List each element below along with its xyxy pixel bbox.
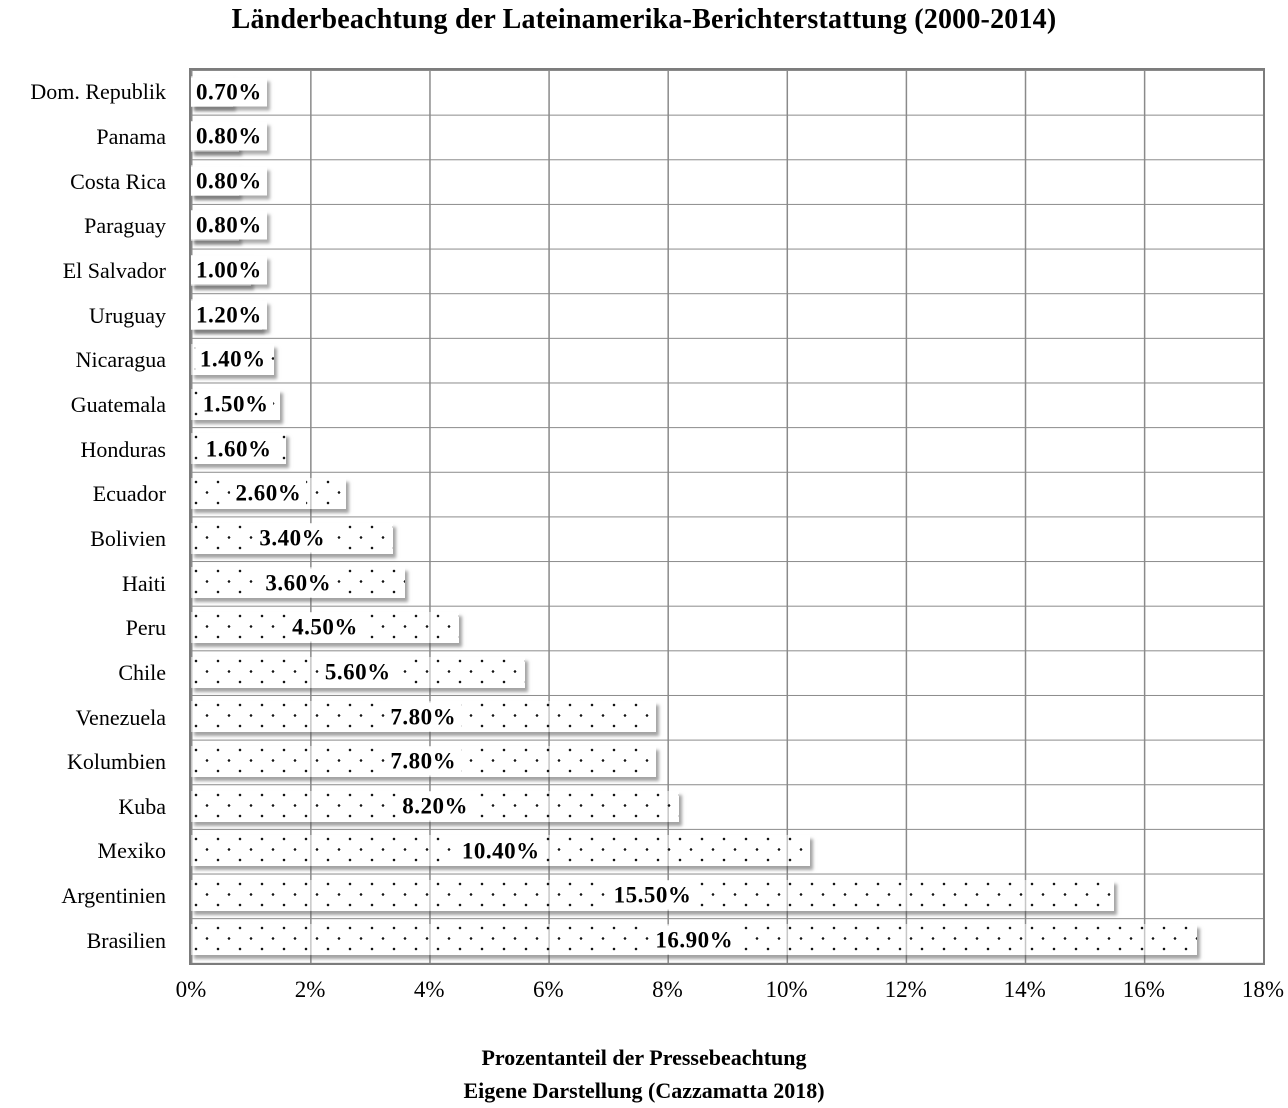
bar: 5.60% (191, 656, 525, 688)
plot-area: 0.70% 0.80% 0.80% 0.80% 1.00% 1.20% 1.40% 1.50%… (189, 68, 1265, 965)
x-tick-label: 8% (652, 977, 683, 1002)
value-label: 1.60% (200, 434, 277, 464)
value-label: 3.40% (254, 523, 331, 553)
category-label: Uruguay (89, 302, 166, 328)
bar: 0.70% (191, 76, 267, 107)
bar: 1.50% (191, 388, 281, 420)
category-label: Paraguay (84, 213, 166, 239)
chart-row: 0.70% (191, 70, 1263, 115)
bar: 3.60% (191, 567, 406, 599)
bar: 0.80% (191, 209, 267, 241)
value-label: 4.50% (287, 612, 363, 642)
chart-row: 3.60% (191, 561, 1263, 606)
x-tick-label: 16% (1122, 977, 1165, 1002)
x-tick-label: 2% (294, 977, 326, 1002)
category-label: Mexiko (97, 838, 166, 864)
chart-row: 7.80% (191, 740, 1263, 785)
x-axis-title: Prozentanteil der Pressebeachtung (481, 1045, 807, 1070)
chart-row: 1.00% (191, 249, 1263, 294)
category-axis: Dom. Republik Panama Costa Rica Paraguay El … (0, 70, 179, 963)
bar: 2.60% (191, 477, 346, 509)
x-tick-label: 12% (884, 977, 927, 1002)
bar: 7.80% (191, 701, 656, 733)
value-label: 10.40% (456, 836, 545, 866)
value-label: 1.40% (194, 344, 271, 374)
chart-row: 2.60% (191, 472, 1263, 517)
source-note: Eigene Darstellung (Cazzamatta 2018) (463, 1078, 825, 1103)
value-label: 0.70% (191, 77, 267, 106)
chart-row: 1.40% (191, 338, 1263, 383)
chart-row: 4.50% (191, 606, 1263, 651)
value-label: 15.50% (608, 880, 697, 910)
bar: 1.40% (191, 343, 275, 375)
chart-row: 7.80% (191, 695, 1263, 740)
bar: 0.80% (191, 165, 267, 197)
value-label: 5.60% (319, 657, 396, 687)
value-label: 0.80% (191, 121, 267, 151)
category-label: Bolivien (90, 525, 166, 551)
bar: 7.80% (191, 745, 656, 777)
category-label: Venezuela (75, 704, 166, 730)
chart-row: 3.40% (191, 517, 1263, 562)
category-label: Haiti (122, 570, 166, 596)
value-label: 16.90% (650, 925, 739, 955)
chart-title: Länderbeachtung der Lateinamerika-Berich… (231, 4, 1057, 35)
chart-row: 5.60% (191, 651, 1263, 696)
value-label: 2.60% (230, 478, 307, 508)
category-label: Dom. Republik (30, 79, 166, 105)
x-tick-label: 10% (765, 977, 808, 1002)
value-label: 3.60% (260, 568, 337, 598)
bar: 1.60% (191, 433, 287, 465)
value-label: 7.80% (385, 746, 462, 776)
chart-footer: Prozentanteil der Pressebeachtung Eigene… (0, 1041, 1288, 1107)
category-label: Guatemala (70, 391, 166, 417)
chart-row: 0.80% (191, 115, 1263, 160)
category-label: Peru (125, 615, 166, 641)
category-label: Honduras (80, 436, 166, 462)
value-label: 0.80% (191, 210, 267, 240)
x-tick-label: 18% (1241, 977, 1285, 1002)
chart-row: 10.40% (191, 829, 1263, 874)
category-label: Chile (118, 659, 166, 685)
x-tick-label: 0% (175, 977, 207, 1002)
chart-row: 0.80% (191, 204, 1263, 249)
bars-container: 0.70% 0.80% 0.80% 0.80% 1.00% 1.20% 1.40% 1.50%… (191, 70, 1263, 963)
bar: 1.00% (191, 254, 267, 286)
value-label: 7.80% (385, 702, 462, 732)
x-tick-label: 6% (532, 977, 564, 1002)
value-label: 1.20% (191, 300, 267, 330)
chart-row: 0.80% (191, 159, 1263, 204)
category-label: Costa Rica (70, 168, 166, 194)
category-label: Kuba (118, 793, 166, 819)
bar: 8.20% (191, 790, 680, 822)
bar: 10.40% (191, 835, 811, 867)
value-label: 8.20% (397, 791, 474, 821)
bar: 4.50% (191, 611, 459, 643)
category-label: Nicaragua (75, 347, 166, 373)
value-label: 0.80% (191, 166, 267, 196)
category-label: Ecuador (92, 481, 166, 507)
category-label: El Salvador (62, 257, 166, 283)
category-label: Kolumbien (67, 749, 166, 775)
chart-row: 8.20% (191, 785, 1263, 830)
bar: 0.80% (191, 120, 267, 152)
chart-row: 1.50% (191, 383, 1263, 428)
bar: 15.50% (191, 879, 1115, 911)
chart-row: 15.50% (191, 874, 1263, 919)
value-label: 1.50% (197, 389, 274, 419)
bar: 3.40% (191, 522, 394, 554)
x-tick-label: 14% (1003, 977, 1046, 1002)
chart-row: 16.90% (191, 918, 1263, 963)
value-label: 1.00% (191, 255, 267, 285)
x-axis: 0% 2% 4% 6% 8% 10% 12% 14% 16% 18% (176, 977, 1284, 1009)
bar: 16.90% (191, 924, 1198, 956)
category-label: Brasilien (86, 927, 166, 953)
category-label: Argentinien (61, 883, 166, 909)
bar: 1.20% (191, 299, 267, 331)
x-tick-label: 4% (413, 977, 445, 1002)
chart-row: 1.20% (191, 293, 1263, 338)
chart-row: 1.60% (191, 427, 1263, 472)
category-label: Panama (96, 123, 166, 149)
